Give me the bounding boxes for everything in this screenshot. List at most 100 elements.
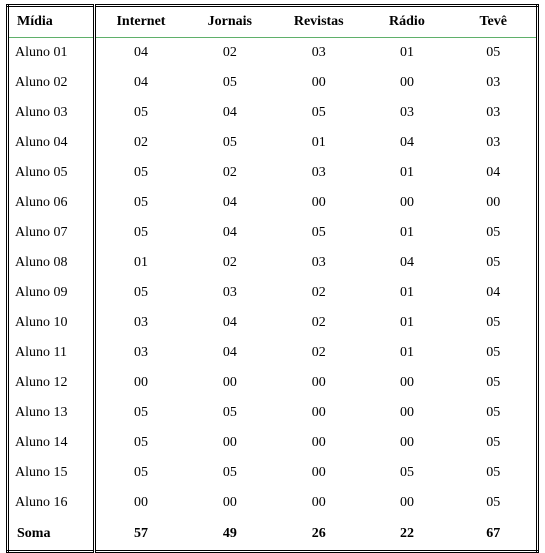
table-body: Aluno 010402030105Aluno 020405000003Alun…: [8, 38, 538, 519]
row-label: Aluno 14: [8, 428, 95, 458]
media-ratings-table: Mídia Internet Jornais Revistas Rádio Te…: [6, 4, 539, 553]
cell: 00: [363, 488, 450, 518]
table-row: Aluno 150505000505: [8, 458, 538, 488]
cell: 04: [186, 98, 274, 128]
cell: 04: [363, 128, 450, 158]
cell: 04: [450, 158, 537, 188]
row-label: Aluno 01: [8, 38, 95, 69]
row-label: Aluno 06: [8, 188, 95, 218]
cell: 04: [186, 308, 274, 338]
cell: 04: [186, 188, 274, 218]
row-label: Aluno 12: [8, 368, 95, 398]
cell: 05: [95, 398, 186, 428]
cell: 03: [450, 98, 537, 128]
table-row: Aluno 110304020105: [8, 338, 538, 368]
table-row: Aluno 070504050105: [8, 218, 538, 248]
cell: 04: [363, 248, 450, 278]
cell: 01: [274, 128, 363, 158]
cell: 05: [274, 218, 363, 248]
row-label: Aluno 15: [8, 458, 95, 488]
col-header: Tevê: [450, 6, 537, 38]
cell: 00: [363, 188, 450, 218]
row-label: Aluno 07: [8, 218, 95, 248]
cell: 00: [95, 368, 186, 398]
cell: 00: [274, 428, 363, 458]
cell: 00: [274, 488, 363, 518]
cell: 05: [95, 188, 186, 218]
cell: 05: [186, 458, 274, 488]
table-row: Aluno 010402030105: [8, 38, 538, 69]
cell: 00: [274, 458, 363, 488]
footer-cell: 22: [363, 518, 450, 552]
cell: 02: [186, 158, 274, 188]
cell: 00: [363, 428, 450, 458]
cell: 00: [363, 398, 450, 428]
cell: 00: [186, 488, 274, 518]
col-header: Internet: [95, 6, 186, 38]
cell: 05: [450, 368, 537, 398]
footer-cell: 67: [450, 518, 537, 552]
cell: 01: [363, 338, 450, 368]
cell: 00: [95, 488, 186, 518]
cell: 02: [95, 128, 186, 158]
footer-label: Soma: [8, 518, 95, 552]
cell: 00: [274, 398, 363, 428]
cell: 03: [95, 308, 186, 338]
row-label: Aluno 08: [8, 248, 95, 278]
footer-cell: 57: [95, 518, 186, 552]
cell: 05: [450, 488, 537, 518]
cell: 03: [186, 278, 274, 308]
table-row: Aluno 120000000005: [8, 368, 538, 398]
cell: 04: [186, 218, 274, 248]
cell: 04: [95, 38, 186, 69]
cell: 02: [186, 38, 274, 69]
cell: 02: [274, 278, 363, 308]
cell: 05: [274, 98, 363, 128]
footer-cell: 26: [274, 518, 363, 552]
cell: 05: [363, 458, 450, 488]
row-label: Aluno 05: [8, 158, 95, 188]
cell: 00: [450, 188, 537, 218]
table-row: Aluno 020405000003: [8, 68, 538, 98]
col-header: Revistas: [274, 6, 363, 38]
cell: 00: [363, 68, 450, 98]
cell: 01: [363, 278, 450, 308]
cell: 02: [274, 308, 363, 338]
cell: 05: [450, 428, 537, 458]
table-row: Aluno 100304020105: [8, 308, 538, 338]
row-label: Aluno 11: [8, 338, 95, 368]
cell: 03: [450, 128, 537, 158]
cell: 05: [95, 458, 186, 488]
col-header: Rádio: [363, 6, 450, 38]
cell: 03: [450, 68, 537, 98]
table-row: Aluno 030504050303: [8, 98, 538, 128]
cell: 00: [186, 428, 274, 458]
cell: 05: [450, 338, 537, 368]
table-row: Aluno 050502030104: [8, 158, 538, 188]
cell: 01: [363, 218, 450, 248]
table-row: Aluno 090503020104: [8, 278, 538, 308]
table-row: Aluno 060504000000: [8, 188, 538, 218]
cell: 05: [450, 308, 537, 338]
cell: 01: [363, 158, 450, 188]
cell: 05: [450, 398, 537, 428]
cell: 05: [95, 218, 186, 248]
cell: 01: [363, 38, 450, 69]
row-label: Aluno 03: [8, 98, 95, 128]
cell: 04: [186, 338, 274, 368]
cell: 03: [274, 158, 363, 188]
cell: 00: [274, 68, 363, 98]
cell: 05: [450, 218, 537, 248]
cell: 03: [95, 338, 186, 368]
cell: 03: [274, 38, 363, 69]
header-rowlabel: Mídia: [8, 6, 95, 38]
row-label: Aluno 09: [8, 278, 95, 308]
cell: 05: [95, 428, 186, 458]
table-row: Aluno 040205010403: [8, 128, 538, 158]
cell: 03: [363, 98, 450, 128]
cell: 05: [450, 248, 537, 278]
cell: 01: [95, 248, 186, 278]
cell: 00: [274, 188, 363, 218]
table-footer-row: Soma 57 49 26 22 67: [8, 518, 538, 552]
cell: 02: [186, 248, 274, 278]
